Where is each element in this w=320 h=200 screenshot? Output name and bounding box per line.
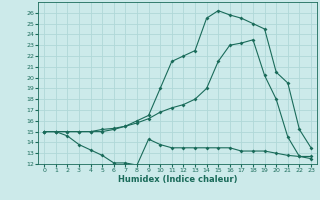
X-axis label: Humidex (Indice chaleur): Humidex (Indice chaleur) (118, 175, 237, 184)
